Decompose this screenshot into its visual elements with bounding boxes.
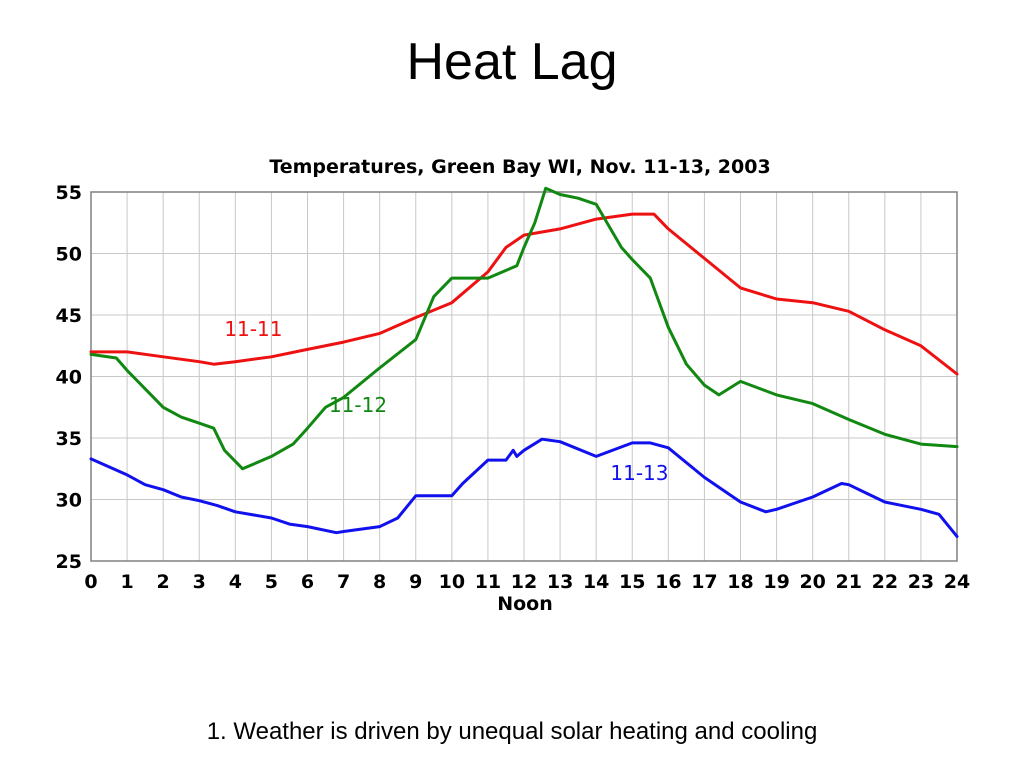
x-tick-label-1: 1 (120, 571, 133, 593)
plot-frame (90, 191, 958, 562)
y-tick-label-40: 40 (56, 367, 82, 389)
chart-title: Temperatures, Green Bay WI, Nov. 11-13, … (269, 156, 770, 178)
x-tick-label-23: 23 (908, 571, 934, 593)
x-axis-label: Noon (497, 593, 553, 615)
y-tick-label-55: 55 (56, 182, 82, 204)
y-tick-label-50: 50 (56, 244, 82, 266)
x-tick-label-0: 0 (84, 571, 97, 593)
x-tick-label-4: 4 (229, 571, 242, 593)
series-label-11-11: 11-11 (224, 317, 282, 341)
x-tick-label-22: 22 (872, 571, 898, 593)
x-tick-label-13: 13 (547, 571, 573, 593)
series-line-11-11 (89, 212, 959, 376)
x-tick-label-10: 10 (439, 571, 465, 593)
x-tick-label-19: 19 (763, 571, 789, 593)
y-tick-labels: 25 30 35 40 45 50 55 (56, 182, 82, 573)
x-tick-label-6: 6 (301, 571, 314, 593)
series-label-11-13: 11-13 (610, 461, 668, 485)
y-tick-label-35: 35 (56, 428, 82, 450)
x-tick-label-16: 16 (655, 571, 681, 593)
x-tick-label-7: 7 (337, 571, 350, 593)
y-tick-label-45: 45 (56, 305, 82, 327)
slide-title: Heat Lag (406, 33, 618, 91)
x-tick-label-18: 18 (727, 571, 753, 593)
series-label-11-12: 11-12 (329, 393, 387, 417)
x-tick-label-21: 21 (836, 571, 862, 593)
slide-caption: 1. Weather is driven by unequal solar he… (206, 718, 818, 745)
x-tick-label-12: 12 (511, 571, 537, 593)
x-tick-label-15: 15 (619, 571, 645, 593)
temperature-line-chart: Temperatures, Green Bay WI, Nov. 11-13, … (56, 156, 971, 615)
x-tick-label-24: 24 (944, 571, 970, 593)
x-tick-label-11: 11 (475, 571, 501, 593)
x-tick-label-2: 2 (157, 571, 170, 593)
series-line-11-12 (89, 186, 959, 471)
x-tick-label-9: 9 (409, 571, 422, 593)
series-line-11-13 (89, 437, 959, 538)
x-tick-label-20: 20 (799, 571, 825, 593)
x-tick-label-3: 3 (193, 571, 206, 593)
x-tick-label-5: 5 (265, 571, 278, 593)
y-tick-label-30: 30 (56, 490, 82, 512)
x-tick-labels: 0 1 2 3 4 5 6 7 8 9 10 11 12 13 14 15 16 17 18 19 20 21 22 23 24 (84, 571, 970, 593)
series-annotations: 11-11 11-12 11-13 (224, 317, 668, 485)
x-tick-label-14: 14 (583, 571, 609, 593)
x-tick-label-17: 17 (691, 571, 717, 593)
series-lines (89, 186, 959, 538)
axis-frame (90, 191, 958, 562)
x-tick-label-8: 8 (373, 571, 386, 593)
y-tick-label-25: 25 (56, 551, 82, 573)
